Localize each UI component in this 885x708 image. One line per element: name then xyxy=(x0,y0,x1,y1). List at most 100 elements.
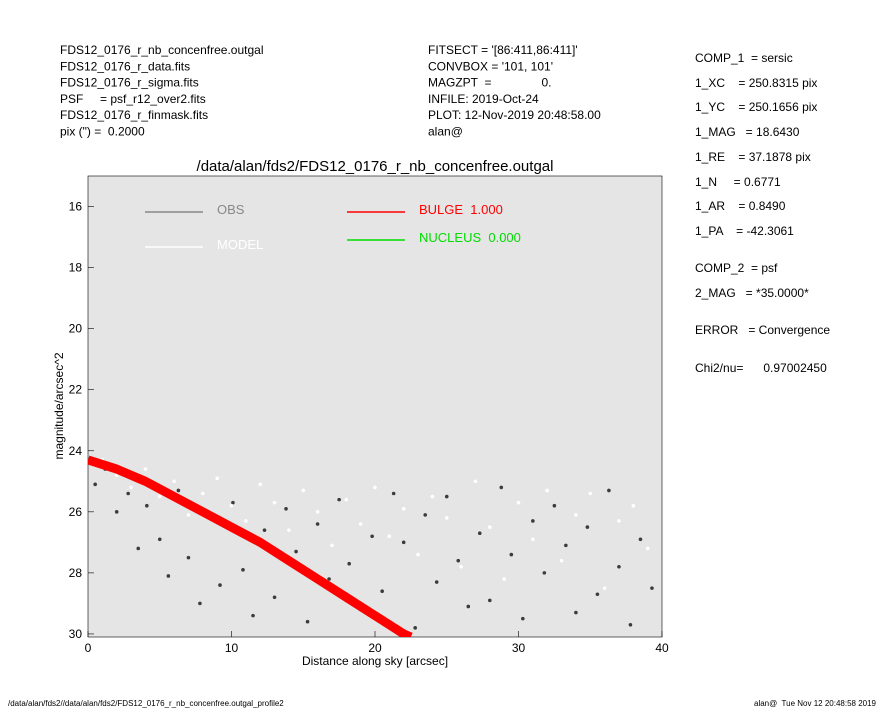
data-point xyxy=(401,506,406,511)
data-point xyxy=(477,531,482,535)
data-point xyxy=(244,519,248,523)
fit-info: PLOT: 12-Nov-2019 20:48:58.00 xyxy=(428,108,601,122)
legend-label: NUCLEUS 0.000 xyxy=(419,230,521,245)
data-point xyxy=(444,516,449,520)
data-point xyxy=(114,510,119,514)
data-point xyxy=(466,604,471,609)
data-point xyxy=(380,589,384,594)
y-tick-label: 30 xyxy=(69,627,83,641)
data-point xyxy=(305,619,310,624)
data-point xyxy=(574,513,578,517)
data-point xyxy=(186,513,191,517)
param-line: 1_XC = 250.8315 pix xyxy=(695,76,817,90)
file-info: FDS12_0176_r_finmask.fits xyxy=(60,108,208,122)
data-point xyxy=(516,500,521,505)
data-point xyxy=(315,522,320,526)
file-info: PSF = psf_r12_over2.fits xyxy=(60,92,206,106)
y-tick-label: 22 xyxy=(69,383,83,397)
fit-info: alan@ xyxy=(428,125,463,139)
data-point xyxy=(218,583,222,587)
y-tick-label: 16 xyxy=(69,200,83,214)
file-info: pix (") = 0.2000 xyxy=(60,125,145,139)
data-point xyxy=(631,503,636,508)
data-point xyxy=(93,482,97,487)
data-point xyxy=(645,546,650,551)
data-point xyxy=(215,476,219,481)
data-point xyxy=(387,534,392,539)
data-point xyxy=(176,488,181,493)
data-point xyxy=(301,488,306,493)
data-point xyxy=(650,586,654,590)
data-point xyxy=(370,534,374,539)
data-point xyxy=(231,500,235,505)
data-point xyxy=(574,610,578,615)
data-point xyxy=(430,494,435,499)
data-point xyxy=(444,494,449,499)
data-point xyxy=(628,622,633,627)
fit-info: FITSECT = '[86:411,86:411]' xyxy=(428,43,578,57)
data-point xyxy=(595,592,600,597)
profile-band xyxy=(88,455,413,637)
data-point xyxy=(330,543,334,548)
data-point xyxy=(344,497,349,502)
plot-content xyxy=(88,455,654,637)
chart-title: /data/alan/fds2/FDS12_0176_r_nb_concenfr… xyxy=(197,158,554,175)
data-point xyxy=(542,571,547,575)
data-point xyxy=(502,577,506,581)
data-point xyxy=(166,574,171,578)
data-point xyxy=(294,549,298,554)
param-line: ERROR = Convergence xyxy=(695,323,830,337)
x-tick-label: 30 xyxy=(512,641,526,655)
data-point xyxy=(588,491,593,496)
data-point xyxy=(287,528,291,532)
data-point xyxy=(607,488,611,493)
data-point xyxy=(531,519,535,523)
plot-area xyxy=(87,175,663,638)
data-point xyxy=(198,601,202,606)
data-point xyxy=(126,491,130,496)
data-point xyxy=(521,616,525,621)
footer-right: alan@ Tue Nov 12 20:48:58 2019 xyxy=(754,699,877,708)
param-line: 1_PA = -42.3061 xyxy=(695,224,794,238)
data-point xyxy=(617,564,621,569)
data-point xyxy=(459,564,463,569)
data-point xyxy=(145,503,149,508)
data-point xyxy=(284,506,288,511)
data-point xyxy=(509,552,514,557)
x-tick-label: 0 xyxy=(85,641,92,655)
fit-info: INFILE: 2019-Oct-24 xyxy=(428,92,539,106)
x-tick-label: 20 xyxy=(368,641,382,655)
x-tick-label: 10 xyxy=(225,641,239,655)
fit-info: CONVBOX = '101, 101' xyxy=(428,59,553,73)
x-tick-label: 40 xyxy=(655,641,669,655)
data-point xyxy=(157,537,162,542)
data-point xyxy=(347,561,351,566)
fit-info: MAGZPT = 0. xyxy=(428,76,551,90)
data-point xyxy=(157,494,162,499)
data-point xyxy=(272,595,277,600)
y-tick-label: 24 xyxy=(69,444,83,458)
x-axis-label: Distance along sky [arcsec] xyxy=(302,654,448,668)
data-point xyxy=(229,503,234,508)
data-point xyxy=(564,543,568,548)
legend-label: BULGE 1.000 xyxy=(419,202,503,217)
data-point xyxy=(552,503,557,508)
data-point xyxy=(373,485,377,490)
data-point xyxy=(241,568,245,572)
file-info: FDS12_0176_r_data.fits xyxy=(60,59,190,73)
legend-label: MODEL xyxy=(217,237,263,252)
data-point xyxy=(251,613,255,618)
data-point xyxy=(391,491,396,496)
data-point xyxy=(358,522,363,526)
param-line: Chi2/nu= 0.97002450 xyxy=(695,361,827,375)
param-line: 1_YC = 250.1656 pix xyxy=(695,100,817,114)
data-point xyxy=(499,485,504,490)
data-point xyxy=(337,497,341,502)
param-line: 1_RE = 37.1878 pix xyxy=(695,150,811,164)
y-axis-label: magnitude/arcsec^2 xyxy=(52,352,66,459)
data-point xyxy=(638,537,643,542)
y-tick-label: 20 xyxy=(69,322,83,336)
data-point xyxy=(262,528,267,532)
data-point xyxy=(136,546,141,551)
